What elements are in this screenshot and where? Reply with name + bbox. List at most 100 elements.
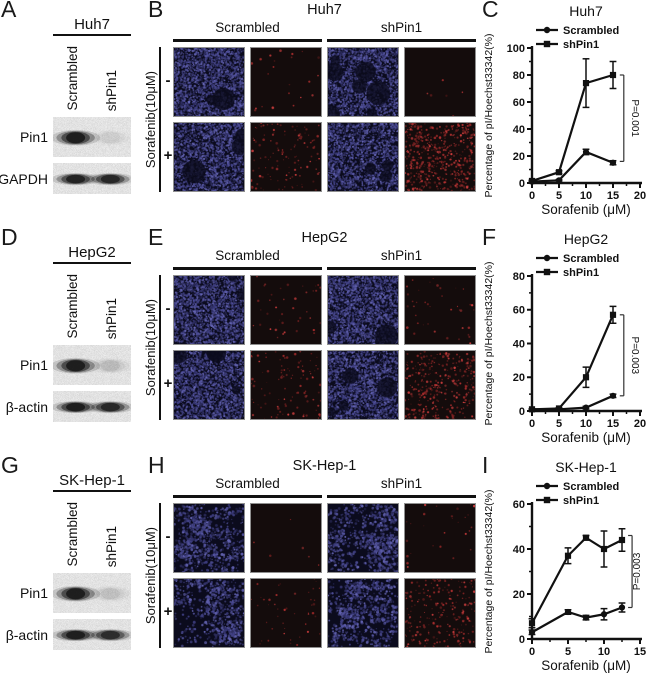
chart-huh7: Huh7 Scrambled shPin1 0 20 40 60 80 100 0 5 10 15 20 P… — [483, 3, 646, 217]
group-label-shpin1: shPin1 — [380, 476, 423, 491]
panel-e-microscopy: E HepG2 Scrambled shPin1 Sorafenib(10μM)… — [142, 224, 480, 455]
hoechst-micrograph — [327, 503, 399, 573]
group-underline — [327, 267, 476, 270]
blot-strip-pin1: Pin1 — [20, 117, 131, 157]
pin1-blot-image — [53, 573, 131, 613]
treatment-label: Sorafenib(10μM) — [142, 503, 158, 648]
hoechst-micrograph — [327, 350, 399, 420]
svg-text:Percentage of pI/Hoechst33342(: Percentage of pI/Hoechst33342(%) — [483, 33, 495, 197]
actin-blot-image — [53, 619, 131, 650]
micrograph-grid — [173, 47, 476, 192]
panel-f-chart: F HepG2 Scrambled shPin1 0 20 40 60 80 0 5 10 15 20 P… — [480, 224, 650, 455]
protein-label: Pin1 — [19, 585, 48, 601]
protein-label: β-actin — [5, 398, 48, 415]
micrograph-grid — [173, 275, 476, 420]
panel-letter-g: G — [1, 452, 19, 478]
lane-label-shpin1: shPin1 — [92, 495, 131, 567]
lane-label-scrambled: Scrambled — [53, 267, 92, 339]
svg-text:Scrambled: Scrambled — [563, 25, 619, 37]
pi-micrograph — [250, 275, 322, 345]
svg-text:shPin1: shPin1 — [563, 495, 599, 507]
pi-micrograph — [404, 578, 476, 648]
cell-line-title: SK-Hep-1 — [53, 472, 131, 492]
panel-i-chart: I SK-Hep-1 Scrambled shPin1 0 20 40 60 0 5 10 15 P=… — [480, 452, 650, 683]
panel-letter-a: A — [1, 0, 17, 22]
pi-micrograph — [250, 350, 322, 420]
treatment-minus-sign: - — [165, 528, 171, 545]
lane-label-shpin1: shPin1 — [92, 39, 131, 111]
svg-text:0: 0 — [519, 178, 525, 190]
svg-text:20: 20 — [513, 372, 525, 384]
hoechst-micrograph — [173, 122, 245, 192]
panel-letter-h: H — [148, 452, 165, 478]
panel-letter-c: C — [482, 0, 499, 22]
lane-label-text: Scrambled — [64, 46, 80, 111]
pi-micrograph — [404, 122, 476, 192]
pi-micrograph — [250, 122, 322, 192]
pin1-blot-image — [53, 345, 131, 385]
lane-label-text: Scrambled — [64, 502, 80, 567]
svg-text:10: 10 — [598, 646, 610, 658]
western-blot-skhep1: SK-Hep-1 Scrambled shPin1 Pin1 β-actin — [6, 472, 131, 650]
svg-text:5: 5 — [565, 646, 571, 658]
pi-micrograph — [404, 503, 476, 573]
svg-text:shPin1: shPin1 — [563, 267, 599, 279]
svg-text:Sorafenib (μM): Sorafenib (μM) — [541, 658, 631, 673]
cell-line-title: HepG2 — [53, 244, 131, 264]
figure-row-hepg2: D HepG2 Scrambled shPin1 Pin1 β-actin E — [0, 224, 650, 455]
svg-text:80: 80 — [513, 70, 525, 82]
panel-letter-d: D — [1, 224, 18, 250]
pi-micrograph — [250, 503, 322, 573]
svg-text:10: 10 — [580, 418, 592, 430]
svg-text:15: 15 — [607, 418, 619, 430]
protein-label: β-actin — [5, 626, 48, 643]
chart-hepg2: HepG2 Scrambled shPin1 0 20 40 60 80 0 5 10 15 20 P=0… — [483, 231, 646, 445]
panel-d-western-blot: D HepG2 Scrambled shPin1 Pin1 β-actin — [0, 224, 145, 455]
group-underline — [327, 495, 476, 498]
svg-text:15: 15 — [607, 190, 619, 202]
svg-text:15: 15 — [634, 646, 646, 658]
chart-skhep1: SK-Hep-1 Scrambled shPin1 0 20 40 60 0 5 10 15 P=0.… — [483, 459, 646, 673]
hoechst-micrograph — [173, 275, 245, 345]
panel-letter-i: I — [482, 452, 489, 478]
svg-text:P=0.001: P=0.001 — [629, 99, 640, 137]
panel-letter-b: B — [148, 0, 164, 22]
lane-label-text: Scrambled — [64, 274, 80, 339]
cell-line-title: Huh7 — [307, 2, 342, 18]
svg-text:Percentage of pI/Hoechst33342(: Percentage of pI/Hoechst33342(%) — [483, 489, 495, 653]
group-label-scrambled: Scrambled — [215, 248, 280, 263]
lane-label-scrambled: Scrambled — [53, 39, 92, 111]
lane-labels: Scrambled shPin1 — [53, 495, 131, 567]
lane-labels: Scrambled shPin1 — [53, 267, 131, 339]
treatment-plus-sign: + — [163, 375, 173, 392]
hoechst-micrograph — [173, 503, 245, 573]
panel-c-chart: C Huh7 Scrambled shPin1 0 20 40 60 80 100 0 5 10 15 2… — [480, 0, 650, 227]
treatment-label-text: Sorafenib(10μM) — [142, 526, 158, 625]
western-blot-hepg2: HepG2 Scrambled shPin1 Pin1 β-actin — [6, 244, 131, 422]
hoechst-micrograph — [327, 578, 399, 648]
svg-text:P=0.003: P=0.003 — [629, 337, 640, 375]
svg-text:20: 20 — [634, 190, 646, 202]
lane-label-text: shPin1 — [103, 69, 119, 111]
svg-text:Huh7: Huh7 — [569, 3, 603, 19]
hoechst-micrograph — [173, 578, 245, 648]
treatment-plus-sign: + — [163, 603, 173, 620]
svg-text:20: 20 — [634, 418, 646, 430]
hoechst-micrograph — [327, 47, 399, 117]
svg-text:5: 5 — [556, 190, 562, 202]
lane-labels: Scrambled shPin1 — [53, 39, 131, 111]
lane-label-scrambled: Scrambled — [53, 495, 92, 567]
svg-text:100: 100 — [507, 43, 525, 55]
pi-micrograph — [404, 47, 476, 117]
svg-text:SK-Hep-1: SK-Hep-1 — [555, 459, 617, 475]
svg-text:0: 0 — [529, 190, 535, 202]
blot-strip-loading: GAPDH — [0, 163, 131, 194]
protein-label: Pin1 — [19, 357, 48, 373]
treatment-label-text: Sorafenib(10μM) — [142, 298, 158, 397]
group-label-shpin1: shPin1 — [380, 248, 423, 263]
treatment-bracket-line — [159, 275, 161, 420]
svg-text:5: 5 — [556, 418, 562, 430]
lane-label-text: shPin1 — [103, 525, 119, 567]
treatment-label-text: Sorafenib(10μM) — [142, 70, 158, 169]
pi-micrograph — [404, 275, 476, 345]
